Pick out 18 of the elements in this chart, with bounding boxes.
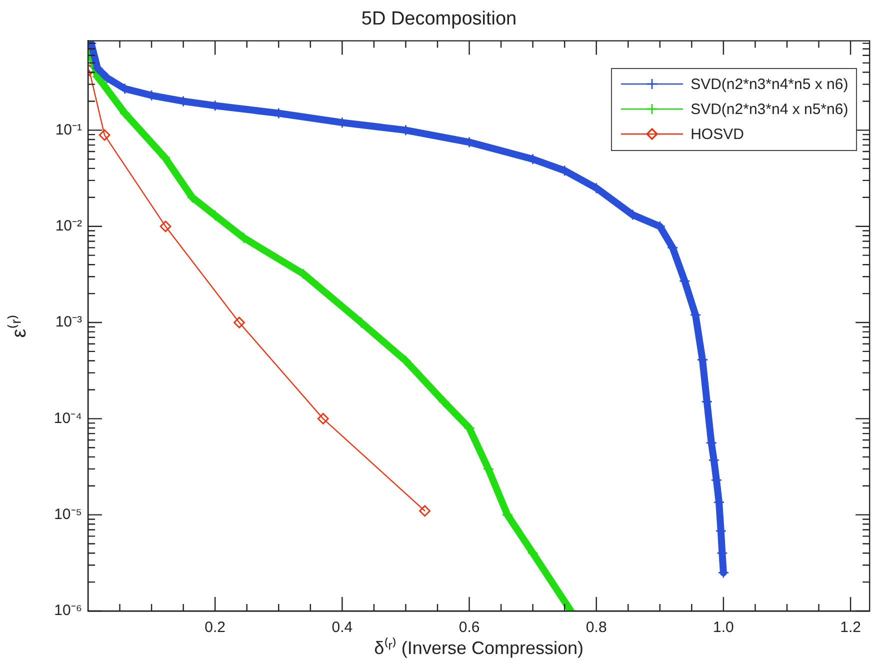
- x-tick-label: 0.6: [458, 619, 480, 636]
- legend-label: SVD(n2*n3*n4 x n5*n6): [690, 100, 848, 118]
- y-tick-label: 10⁻⁶: [54, 602, 82, 620]
- y-axis-title: ε⁽ʳ⁾: [6, 314, 31, 338]
- y-tick-label: 10⁻²: [55, 217, 82, 234]
- legend-label: HOSVD: [690, 126, 744, 143]
- y-tick-label: 10⁻¹: [55, 121, 82, 138]
- y-tick-label: 10⁻⁴: [54, 410, 82, 427]
- x-tick-label: 0.4: [332, 619, 353, 636]
- chart-title: 5D Decomposition: [361, 8, 517, 30]
- x-tick-label: 0.2: [204, 619, 226, 636]
- x-axis-title: δ⁽ʳ⁾ (Inverse Compression): [374, 637, 584, 658]
- legend-label: SVD(n2*n3*n4*n5 x n6): [690, 76, 848, 93]
- x-tick-label: 1.0: [713, 619, 734, 636]
- x-tick-label: 1.2: [840, 619, 861, 636]
- x-tick-label: 0.8: [586, 619, 607, 636]
- y-tick-label: 10⁻⁵: [54, 506, 82, 523]
- y-tick-label: 10⁻³: [55, 314, 82, 331]
